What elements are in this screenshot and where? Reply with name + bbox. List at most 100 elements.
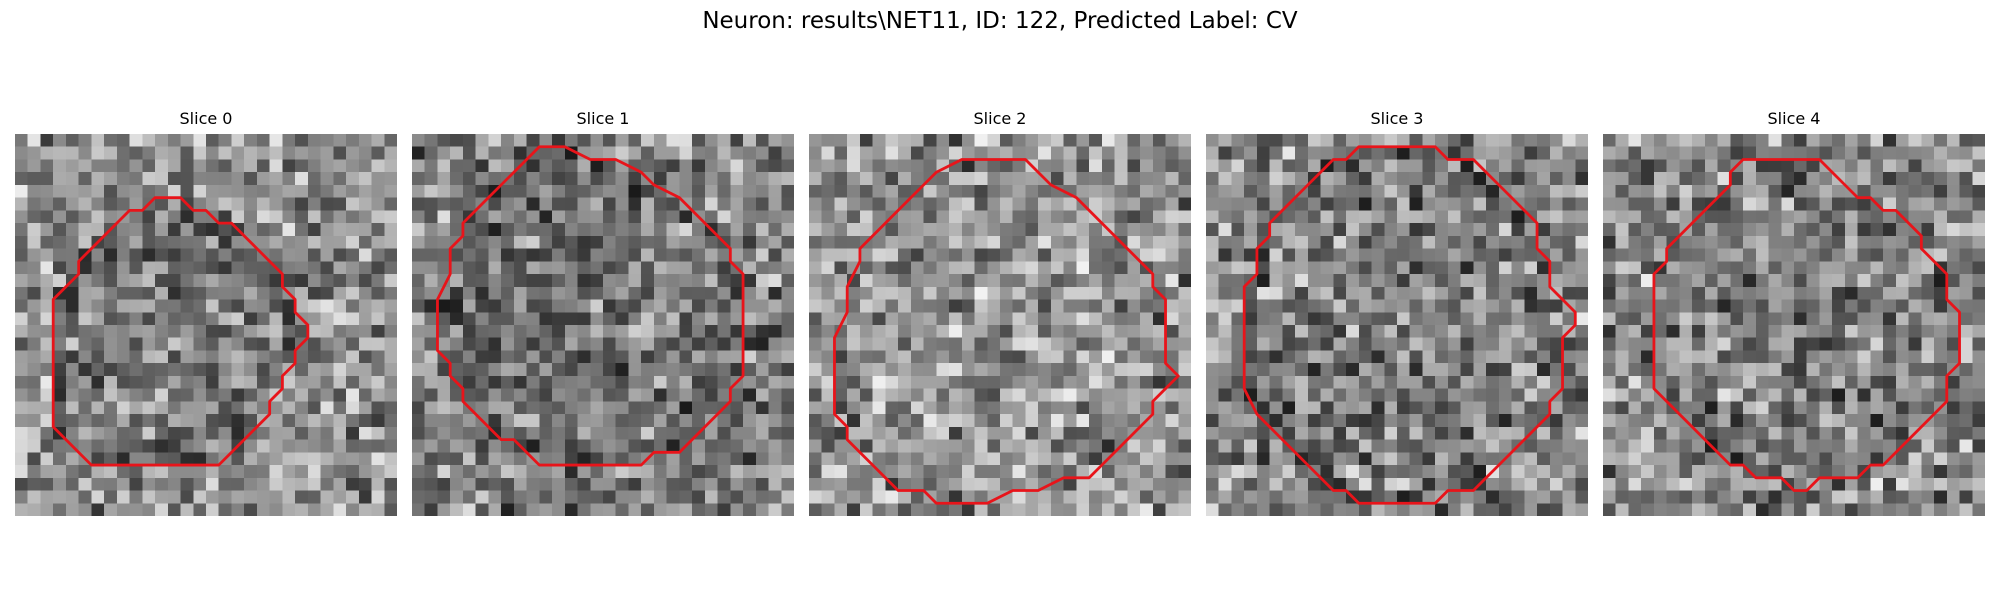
pixel (1410, 491, 1423, 504)
pixel (1206, 465, 1219, 478)
pixel (155, 389, 168, 402)
pixel (834, 363, 847, 376)
pixel (975, 452, 988, 465)
pixel (552, 134, 565, 147)
pixel (117, 440, 130, 453)
pixel (1219, 491, 1232, 504)
pixel (79, 198, 92, 211)
pixel (206, 261, 219, 274)
pixel (53, 172, 66, 185)
pixel (437, 389, 450, 402)
pixel (295, 249, 308, 262)
pixel (1512, 389, 1525, 402)
pixel (679, 414, 692, 427)
pixel (809, 503, 822, 516)
pixel (628, 440, 641, 453)
pixel (949, 236, 962, 249)
pixel (1563, 198, 1576, 211)
pixel (295, 325, 308, 338)
pixel (1231, 287, 1244, 300)
pixel (565, 210, 578, 223)
pixel (565, 465, 578, 478)
pixel (1140, 503, 1153, 516)
pixel (193, 503, 206, 516)
pixel (730, 249, 743, 262)
pixel (359, 491, 372, 504)
pixel (654, 312, 667, 325)
pixel (1127, 363, 1140, 376)
pixel (1359, 440, 1372, 453)
pixel (308, 452, 321, 465)
pixel (962, 172, 975, 185)
pixel (1153, 465, 1166, 478)
pixel (15, 274, 28, 287)
pixel (1013, 465, 1026, 478)
pixel (641, 134, 654, 147)
pixel (1756, 223, 1769, 236)
pixel (692, 376, 705, 389)
pixel (91, 376, 104, 389)
pixel (155, 465, 168, 478)
pixel (514, 210, 527, 223)
pixel (705, 440, 718, 453)
pixel (873, 401, 886, 414)
pixel (384, 159, 397, 172)
pixel (527, 236, 540, 249)
pixel (308, 389, 321, 402)
pixel (590, 465, 603, 478)
pixel (1013, 389, 1026, 402)
pixel (40, 452, 53, 465)
pixel (1575, 338, 1588, 351)
pixel (40, 134, 53, 147)
pixel (847, 389, 860, 402)
pixel (450, 401, 463, 414)
pixel (1563, 363, 1576, 376)
pixel (1166, 389, 1179, 402)
pixel (1089, 274, 1102, 287)
pixel (1743, 401, 1756, 414)
pixel (1845, 491, 1858, 504)
pixel (1308, 350, 1321, 363)
pixel (1219, 249, 1232, 262)
pixel (1832, 338, 1845, 351)
pixel (1346, 414, 1359, 427)
pixel (1308, 389, 1321, 402)
pixel (936, 389, 949, 402)
pixel (781, 172, 794, 185)
pixel (603, 223, 616, 236)
pixel (384, 350, 397, 363)
pixel (962, 198, 975, 211)
pixel (1448, 287, 1461, 300)
pixel (1346, 363, 1359, 376)
pixel (193, 440, 206, 453)
pixel (552, 427, 565, 440)
pixel (1756, 350, 1769, 363)
pixel (1410, 210, 1423, 223)
pixel (1115, 325, 1128, 338)
pixel (1308, 363, 1321, 376)
pixel (873, 325, 886, 338)
pixel (730, 300, 743, 313)
pixel (206, 249, 219, 262)
pixel (1115, 491, 1128, 504)
pixel (1883, 147, 1896, 160)
pixel (1231, 172, 1244, 185)
pixel (282, 440, 295, 453)
pixel (1563, 478, 1576, 491)
pixel (603, 440, 616, 453)
pixel (987, 147, 1000, 160)
pixel (1756, 414, 1769, 427)
pixel (359, 465, 372, 478)
pixel (231, 376, 244, 389)
pixel (1537, 210, 1550, 223)
pixel (1206, 159, 1219, 172)
pixel (1231, 452, 1244, 465)
pixel (1102, 414, 1115, 427)
pixel (425, 159, 438, 172)
pixel (321, 134, 334, 147)
pixel (743, 274, 756, 287)
pixel (822, 147, 835, 160)
pixel (1756, 274, 1769, 287)
pixel (1972, 172, 1985, 185)
pixel (1064, 261, 1077, 274)
